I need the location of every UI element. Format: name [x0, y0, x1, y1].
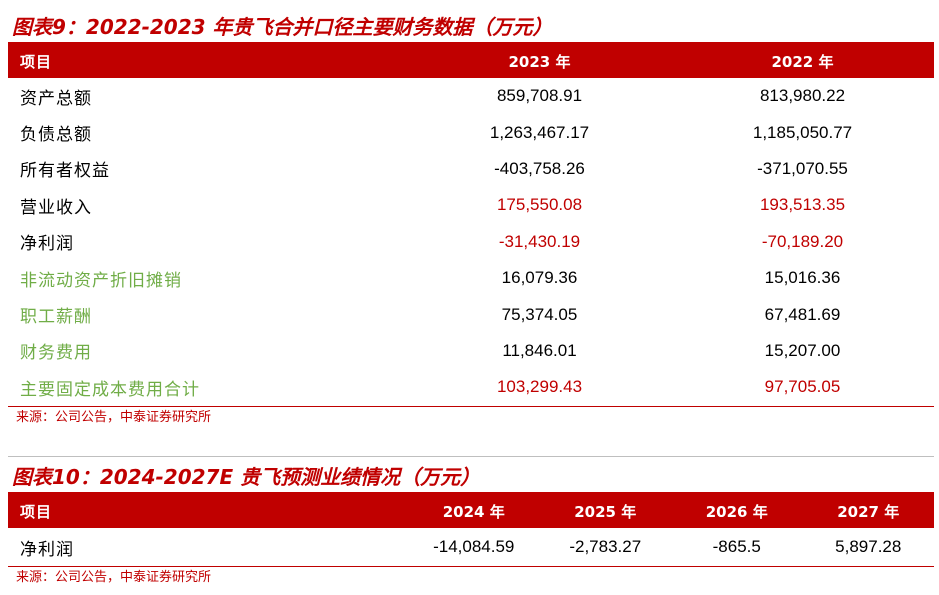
row-label: 营业收入: [20, 197, 92, 218]
table-row: 营业收入 175,550.08 193,513.35: [8, 187, 934, 223]
table-row: 所有者权益 -403,758.26 -371,070.55: [8, 151, 934, 187]
value-2023: 75,374.05: [501, 304, 578, 324]
value-2023: 175,550.08: [496, 195, 583, 215]
value-2023: 11,846.01: [502, 340, 577, 360]
row-label: 负债总额: [20, 125, 92, 146]
value-2026: -865.5: [712, 537, 761, 556]
table1-bottom-rule: [8, 405, 934, 407]
header-2023: 2023 年: [508, 52, 571, 71]
header-2024: 2024 年: [442, 502, 505, 521]
value-2022: 15,016.36: [764, 268, 841, 288]
value-2024: -14,084.59: [433, 537, 515, 556]
header-2022: 2022 年: [771, 52, 834, 71]
table-row: 财务费用 11,846.01 15,207.00: [8, 333, 934, 369]
header-item: 项目: [20, 52, 53, 71]
financial-table-2022-2023: 图表9：2022-2023 年贵飞合并口径主要财务数据（万元） 项目 2023 …: [8, 12, 934, 429]
value-2022: -70,189.20: [761, 231, 844, 251]
value-2023: -31,430.19: [498, 231, 581, 251]
value-2022: -371,070.55: [757, 158, 848, 178]
row-label: 主要固定成本费用合计: [20, 379, 200, 400]
row-label: 财务费用: [20, 343, 92, 364]
row-label: 资产总额: [20, 88, 92, 109]
title-rule: [8, 492, 934, 494]
value-2023: 16,079.36: [501, 268, 578, 288]
table-row: 负债总额 1,263,467.17 1,185,050.77: [8, 114, 934, 150]
table-row: 主要固定成本费用合计 103,299.43 97,705.05: [8, 369, 934, 405]
title-rule: [8, 42, 934, 44]
value-2023: 859,708.91: [496, 86, 583, 106]
value-2022: 193,513.35: [759, 195, 846, 215]
row-label: 非流动资产折旧摊销: [20, 270, 182, 291]
forecast-table-2024-2027: 图表10：2024-2027E 贵飞预测业绩情况（万元） 项目 2024 年 2…: [8, 462, 934, 589]
value-2023: -403,758.26: [494, 158, 585, 178]
section-divider: [8, 456, 934, 457]
header-item: 项目: [20, 502, 53, 521]
table1-title: 图表9：2022-2023 年贵飞合并口径主要财务数据（万元）: [12, 15, 553, 39]
table-row: 净利润 -31,430.19 -70,189.20: [8, 224, 934, 260]
table2-body: 净利润 -14,084.59 -2,783.27 -865.5 5,897.28: [8, 528, 934, 566]
value-2022: 813,980.22: [759, 86, 846, 106]
table2-source: 来源：公司公告，中泰证券研究所: [16, 570, 212, 585]
value-2022: 67,481.69: [764, 304, 841, 324]
table2-header-row: 项目 2024 年 2025 年 2026 年 2027 年: [8, 494, 934, 528]
table-row: 净利润 -14,084.59 -2,783.27 -865.5 5,897.28: [8, 528, 934, 566]
header-2025: 2025 年: [574, 502, 637, 521]
table-row: 职工薪酬 75,374.05 67,481.69: [8, 296, 934, 332]
table1-source: 来源：公司公告，中泰证券研究所: [16, 409, 212, 425]
value-2025: -2,783.27: [569, 537, 642, 556]
value-2023: 103,299.43: [496, 377, 583, 397]
table-row: 资产总额 859,708.91 813,980.22: [8, 78, 934, 114]
table-row: 非流动资产折旧摊销 16,079.36 15,016.36: [8, 260, 934, 296]
table1-body: 资产总额 859,708.91 813,980.22 负债总额 1,263,467.17…: [8, 78, 934, 406]
row-label: 职工薪酬: [20, 307, 92, 328]
value-2027: 5,897.28: [835, 537, 902, 556]
row-label: 净利润: [20, 539, 74, 560]
value-2022: 97,705.05: [764, 377, 841, 397]
table2-bottom-rule: [8, 566, 934, 567]
header-2027: 2027 年: [837, 502, 900, 521]
header-2026: 2026 年: [705, 502, 768, 521]
value-2022: 1,185,050.77: [752, 122, 853, 142]
row-label: 所有者权益: [20, 161, 110, 182]
table1-header-row: 项目 2023 年 2022 年: [8, 44, 934, 78]
value-2023: 1,263,467.17: [489, 122, 590, 142]
value-2022: 15,207.00: [764, 340, 841, 360]
table2-title: 图表10：2024-2027E 贵飞预测业绩情况（万元）: [12, 465, 481, 489]
row-label: 净利润: [20, 234, 74, 255]
